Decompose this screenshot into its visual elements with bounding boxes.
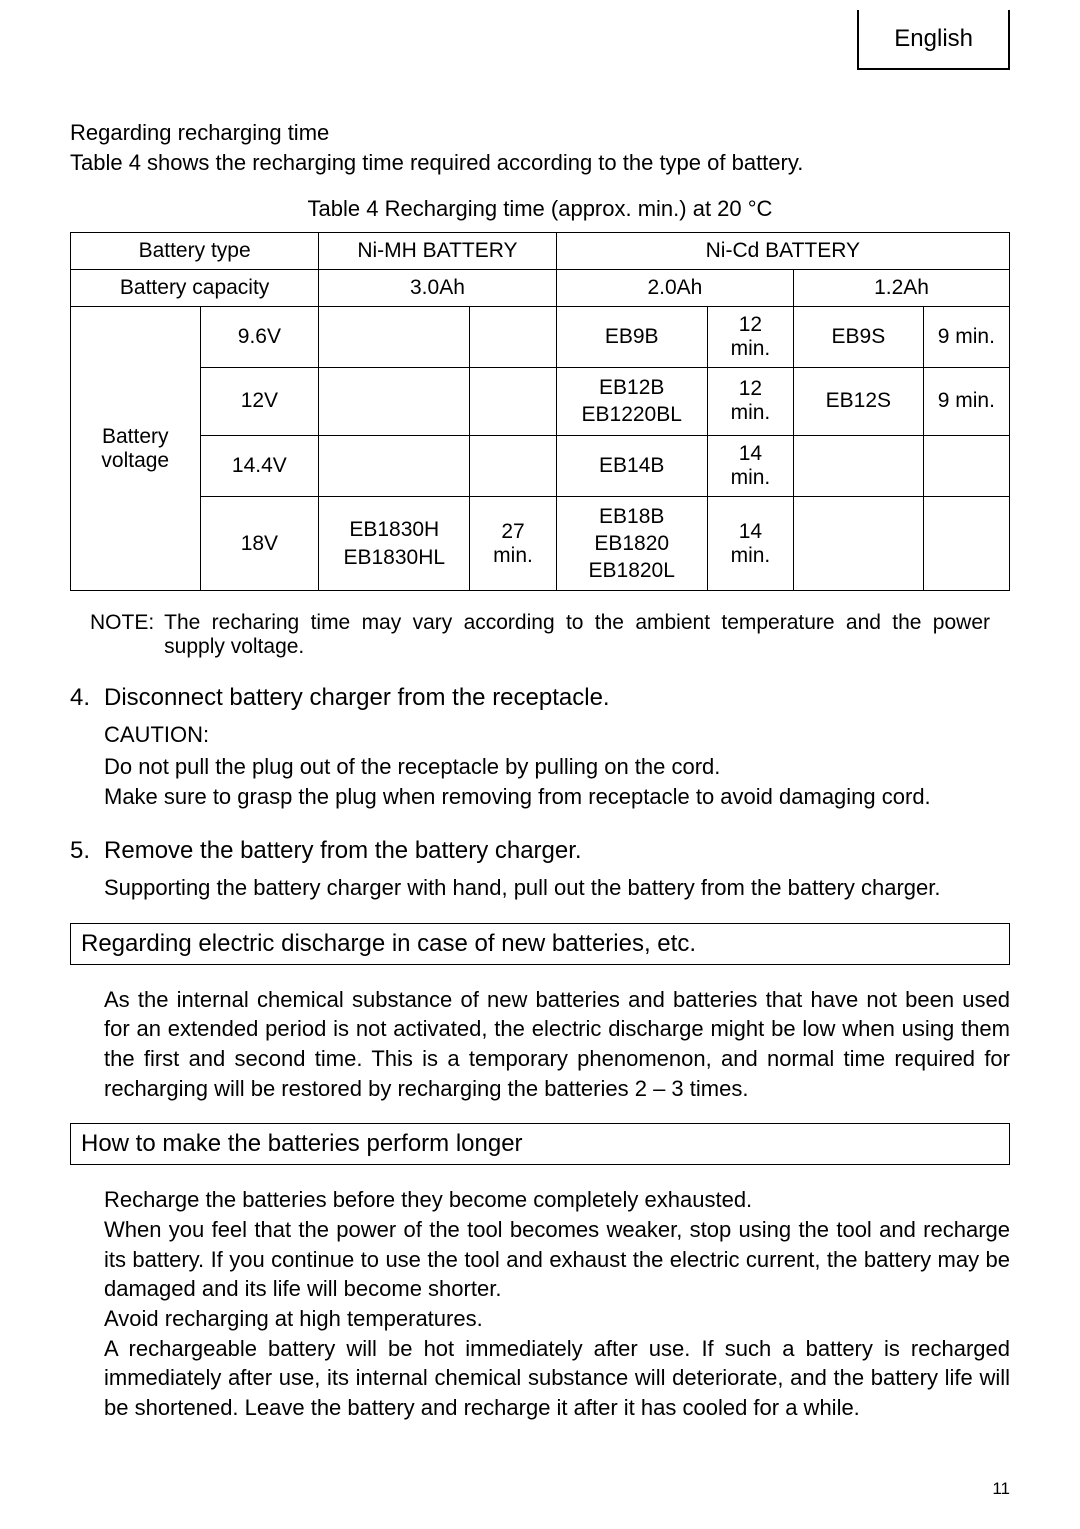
voltage-cell: 9.6V <box>200 307 319 368</box>
row-label-voltage: Battery voltage <box>71 307 201 591</box>
nicd20-model-cell: EB9B <box>556 307 707 368</box>
model-line: EB1820L <box>567 557 697 584</box>
caution-label: CAUTION: <box>104 722 1010 748</box>
table-header-row-1: Battery type Ni-MH BATTERY Ni-Cd BATTERY <box>71 233 1010 270</box>
voltage-cell: 14.4V <box>200 435 319 496</box>
boxed-heading-discharge: Regarding electric discharge in case of … <box>70 923 1010 965</box>
nimh-model-cell <box>319 307 470 368</box>
nicd20-model-cell: EB18B EB1820 EB1820L <box>556 496 707 591</box>
header-capacity: Battery capacity <box>71 270 319 307</box>
nimh-time-cell <box>470 368 556 436</box>
header-12ah: 1.2Ah <box>794 270 1010 307</box>
header-30ah: 3.0Ah <box>319 270 556 307</box>
model-line: EB12B <box>567 374 697 401</box>
model-line: EB1820 <box>567 530 697 557</box>
para-line: When you feel that the power of the tool… <box>104 1215 1010 1304</box>
caution-line: Make sure to grasp the plug when removin… <box>104 782 1010 812</box>
nicd20-time-cell: 14 min. <box>707 496 793 591</box>
note-body: The recharing time may vary according to… <box>164 611 990 659</box>
model-line: EB1830HL <box>329 544 459 571</box>
voltage-cell: 18V <box>200 496 319 591</box>
table-row: 18V EB1830H EB1830HL 27 min. EB18B EB182… <box>71 496 1010 591</box>
item-title: Disconnect battery charger from the rece… <box>104 684 610 712</box>
nicd20-time-cell: 12 min. <box>707 307 793 368</box>
item-5-text: Supporting the battery charger with hand… <box>104 873 1010 903</box>
item-number: 4. <box>70 684 90 712</box>
nimh-model-cell <box>319 368 470 436</box>
nicd12-time-cell: 9 min. <box>923 368 1009 436</box>
note-label: NOTE: <box>90 611 154 659</box>
boxed-heading-perform-longer: How to make the batteries perform longer <box>70 1123 1010 1165</box>
section-subheading: Table 4 shows the recharging time requir… <box>70 150 1010 176</box>
nicd12-model-cell: EB9S <box>794 307 924 368</box>
nicd20-time-cell: 14 min. <box>707 435 793 496</box>
model-line: EB1830H <box>329 516 459 543</box>
discharge-paragraph: As the internal chemical substance of ne… <box>104 985 1010 1104</box>
para-line: Recharge the batteries before they becom… <box>104 1185 1010 1215</box>
nicd12-time-cell: 9 min. <box>923 307 1009 368</box>
nicd12-model-cell <box>794 435 924 496</box>
nicd20-time-cell: 12 min. <box>707 368 793 436</box>
nimh-model-cell: EB1830H EB1830HL <box>319 496 470 591</box>
nicd12-time-cell <box>923 496 1009 591</box>
header-20ah: 2.0Ah <box>556 270 793 307</box>
page-number: 11 <box>992 1479 1010 1499</box>
table-row: 12V EB12B EB1220BL 12 min. EB12S 9 min. <box>71 368 1010 436</box>
voltage-cell: 12V <box>200 368 319 436</box>
header-battery-type: Battery type <box>71 233 319 270</box>
nicd12-model-cell: EB12S <box>794 368 924 436</box>
item-5: 5. Remove the battery from the battery c… <box>70 837 1010 865</box>
item-4: 4. Disconnect battery charger from the r… <box>70 684 1010 712</box>
nimh-time-cell <box>470 435 556 496</box>
nicd20-model-cell: EB12B EB1220BL <box>556 368 707 436</box>
table-row: 14.4V EB14B 14 min. <box>71 435 1010 496</box>
nicd20-model-cell: EB14B <box>556 435 707 496</box>
item-title: Remove the battery from the battery char… <box>104 837 582 865</box>
item-number: 5. <box>70 837 90 865</box>
table-row: Battery voltage 9.6V EB9B 12 min. EB9S 9… <box>71 307 1010 368</box>
model-line: EB18B <box>567 503 697 530</box>
section-heading: Regarding recharging time <box>70 120 1010 146</box>
table-header-row-2: Battery capacity 3.0Ah 2.0Ah 1.2Ah <box>71 270 1010 307</box>
para-line: Avoid recharging at high temperatures. <box>104 1304 1010 1334</box>
language-label: English <box>894 25 973 52</box>
recharging-time-table: Battery type Ni-MH BATTERY Ni-Cd BATTERY… <box>70 232 1010 591</box>
model-line: EB1220BL <box>567 401 697 428</box>
nicd12-time-cell <box>923 435 1009 496</box>
nimh-time-cell <box>470 307 556 368</box>
caution-line: Do not pull the plug out of the receptac… <box>104 752 1010 782</box>
nicd12-model-cell <box>794 496 924 591</box>
perform-longer-paragraphs: Recharge the batteries before they becom… <box>104 1185 1010 1423</box>
para-line: A rechargeable battery will be hot immed… <box>104 1334 1010 1423</box>
page-header-language: English <box>857 10 1010 70</box>
main-content: Regarding recharging time Table 4 shows … <box>70 120 1010 1423</box>
header-nicd: Ni-Cd BATTERY <box>556 233 1009 270</box>
nimh-model-cell <box>319 435 470 496</box>
caution-block: CAUTION: Do not pull the plug out of the… <box>104 722 1010 811</box>
table-caption: Table 4 Recharging time (approx. min.) a… <box>70 196 1010 222</box>
nimh-time-cell: 27 min. <box>470 496 556 591</box>
header-nimh: Ni-MH BATTERY <box>319 233 556 270</box>
note-block: NOTE: The recharing time may vary accord… <box>90 611 990 659</box>
